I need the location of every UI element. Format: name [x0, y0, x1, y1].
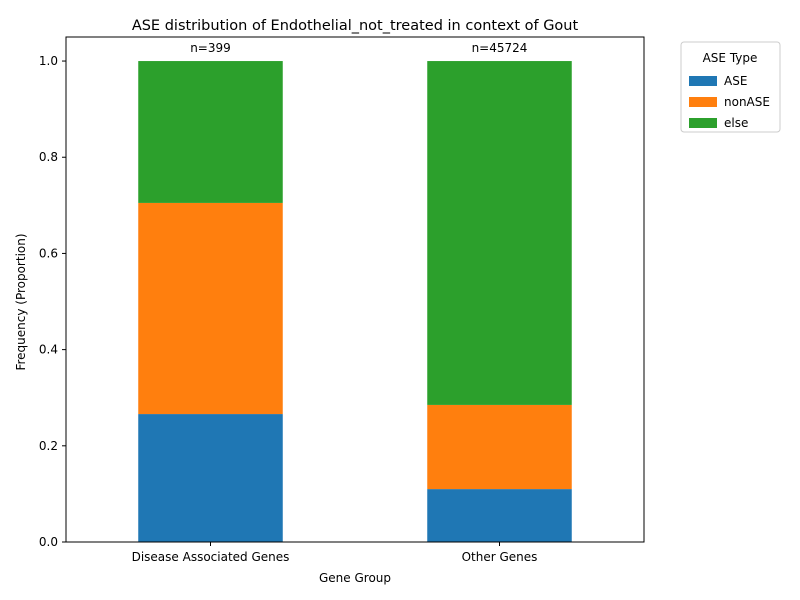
count-label-1: n=45724 [472, 41, 528, 55]
y-tick-label-5: 1.0 [39, 54, 58, 68]
y-tick-label-2: 0.4 [39, 343, 58, 357]
legend-title: ASE Type [703, 51, 758, 65]
legend-label-nonase: nonASE [724, 95, 770, 109]
legend-swatch-else [689, 118, 717, 128]
legend-label-else: else [724, 116, 748, 130]
y-axis-ticks: 0.0 0.2 0.4 0.6 0.8 1.0 [39, 54, 66, 549]
legend-swatch-nonase [689, 97, 717, 107]
y-axis-label: Frequency (Proportion) [14, 233, 28, 370]
plot-frame [65, 36, 645, 543]
x-axis-ticks: Disease Associated Genes Other Genes [132, 542, 538, 564]
y-tick-label-4: 0.8 [39, 150, 58, 164]
legend: ASE Type ASE nonASE else [680, 41, 781, 133]
bar-ase-0 [138, 414, 283, 542]
axes: 0.0 0.2 0.4 0.6 0.8 1.0 Disease Associated Ge… [39, 36, 645, 564]
bar-nonase-1 [427, 404, 572, 490]
x-axis-label: Gene Group [319, 571, 391, 585]
x-tick-label-1: Other Genes [462, 550, 538, 564]
count-label-0: n=399 [190, 41, 231, 55]
bar-else-1 [427, 61, 572, 405]
y-tick-label-0: 0.0 [39, 535, 58, 549]
y-tick-label-1: 0.2 [39, 439, 58, 453]
count-labels: n=399 n=45724 [190, 41, 527, 55]
bars-layer [138, 61, 572, 542]
y-tick-label-3: 0.6 [39, 246, 58, 260]
legend-frame [680, 41, 781, 133]
bar-ase-1 [427, 489, 572, 542]
legend-label-ase: ASE [724, 74, 747, 88]
bar-else-0 [138, 61, 283, 203]
bar-nonase-0 [138, 202, 283, 415]
legend-swatch-ase [689, 76, 717, 86]
legend-items: ASE nonASE else [689, 74, 770, 130]
chart-title: ASE distribution of Endothelial_not_trea… [132, 18, 579, 34]
x-tick-label-0: Disease Associated Genes [132, 550, 290, 564]
